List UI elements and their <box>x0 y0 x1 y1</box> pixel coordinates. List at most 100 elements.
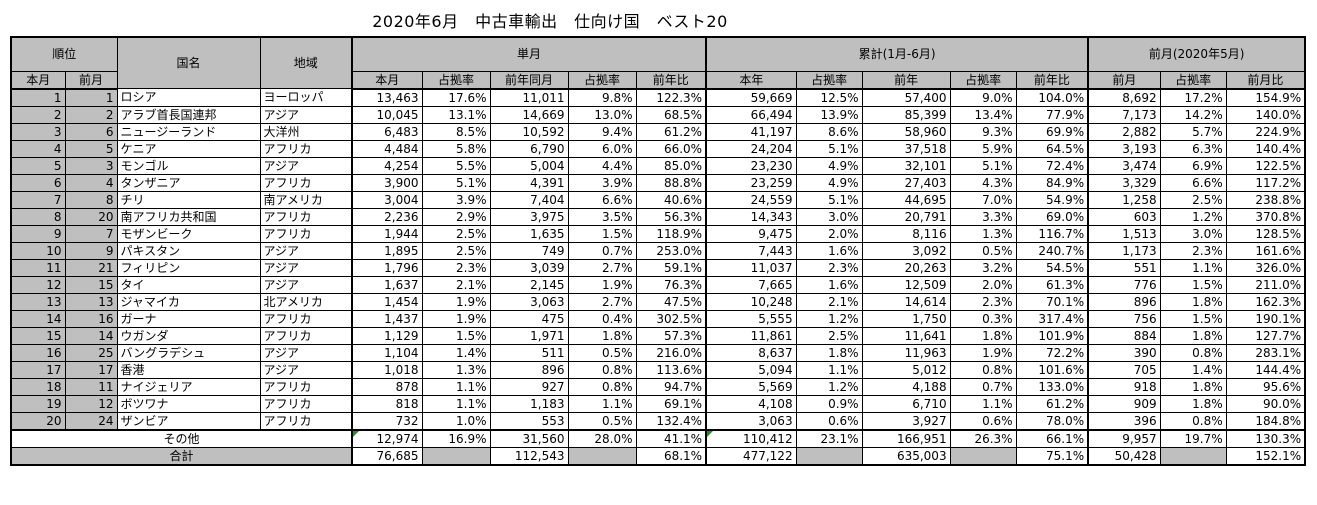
rank-prev-cell[interactable]: 7 <box>64 224 118 243</box>
monthly-this-cell[interactable]: 1,437 <box>351 309 423 328</box>
rank-prev-cell[interactable]: 13 <box>64 292 118 311</box>
monthly-share-cell[interactable]: 2.9% <box>421 207 491 226</box>
cumulative-share-cell[interactable]: 1.6% <box>795 241 863 260</box>
country-cell[interactable]: ナイジェリア <box>116 377 261 396</box>
cumulative-yoy-cell[interactable]: 77.9% <box>1015 105 1090 124</box>
prev-month-cell[interactable]: 8,692 <box>1087 88 1161 107</box>
monthly-share-cell[interactable]: 1.9% <box>421 292 491 311</box>
cumulative-share-cell[interactable]: 13.9% <box>795 105 863 124</box>
monthly-share-cell[interactable]: 17.6% <box>421 88 491 107</box>
rank-prev-cell[interactable]: 25 <box>64 343 118 362</box>
country-cell[interactable]: チリ <box>116 190 261 209</box>
region-cell[interactable]: アフリカ <box>259 139 354 158</box>
prev-month-cell[interactable]: 2,882 <box>1087 122 1161 141</box>
country-cell[interactable]: ロシア <box>116 88 261 107</box>
prev-month-cell[interactable]: 551 <box>1087 258 1161 277</box>
prev-month-ratio-cell[interactable]: 117.2% <box>1225 173 1307 192</box>
prev-month-share-cell[interactable]: 5.7% <box>1159 122 1227 141</box>
cumulative-prev-share-cell[interactable]: 1.8% <box>949 326 1017 345</box>
monthly-prev-share-cell[interactable]: 0.5% <box>567 411 637 430</box>
cumulative-yoy-cell[interactable]: 317.4% <box>1015 309 1090 328</box>
rank-this-cell[interactable]: 6 <box>10 173 66 192</box>
cumulative-this-cell[interactable]: 7,665 <box>705 275 797 294</box>
cumulative-this-cell[interactable]: 5,569 <box>705 377 797 396</box>
region-cell[interactable]: アフリカ <box>259 224 354 243</box>
monthly-prev-share-cell[interactable]: 1.8% <box>567 326 637 345</box>
cumulative-share-cell[interactable]: 2.0% <box>795 224 863 243</box>
rank-prev-cell[interactable]: 1 <box>64 88 118 107</box>
monthly-prev-share-cell[interactable]: 6.6% <box>567 190 637 209</box>
cumulative-share-cell[interactable]: 1.8% <box>795 343 863 362</box>
monthly-yoy-cell[interactable]: 253.0% <box>635 241 708 260</box>
rank-this-cell[interactable]: 20 <box>10 411 66 430</box>
prev-month-share-cell[interactable]: 1.8% <box>1159 377 1227 396</box>
region-cell[interactable]: アフリカ <box>259 411 354 430</box>
total-monthly-this-cell[interactable]: 76,685 <box>351 446 423 466</box>
monthly-prev-share-cell[interactable]: 13.0% <box>567 105 637 124</box>
monthly-this-cell[interactable]: 1,944 <box>351 224 423 243</box>
monthly-yoy-cell[interactable]: 61.2% <box>635 122 708 141</box>
monthly-this-cell[interactable]: 1,895 <box>351 241 423 260</box>
country-cell[interactable]: バングラデシュ <box>116 343 261 362</box>
cumulative-prev-share-cell[interactable]: 0.3% <box>949 309 1017 328</box>
cumulative-share-cell[interactable]: 1.2% <box>795 309 863 328</box>
monthly-share-cell[interactable]: 8.5% <box>421 122 491 141</box>
cumulative-this-cell[interactable]: 11,037 <box>705 258 797 277</box>
total-cumulative-prev-share-cell[interactable] <box>949 446 1017 466</box>
country-cell[interactable]: ウガンダ <box>116 326 261 345</box>
rank-this-cell[interactable]: 19 <box>10 394 66 413</box>
monthly-this-cell[interactable]: 818 <box>351 394 423 413</box>
rank-this-cell[interactable]: 13 <box>10 292 66 311</box>
cumulative-yoy-cell[interactable]: 64.5% <box>1015 139 1090 158</box>
prev-month-cell[interactable]: 776 <box>1087 275 1161 294</box>
other-cumulative-share-cell[interactable]: 23.1% <box>795 428 863 448</box>
prev-month-share-cell[interactable]: 1.8% <box>1159 394 1227 413</box>
prev-month-ratio-cell[interactable]: 144.4% <box>1225 360 1307 379</box>
rank-this-cell[interactable]: 15 <box>10 326 66 345</box>
total-monthly-prev-year-cell[interactable]: 112,543 <box>489 446 569 466</box>
cumulative-prev-share-cell[interactable]: 5.9% <box>949 139 1017 158</box>
prev-month-ratio-cell[interactable]: 326.0% <box>1225 258 1307 277</box>
monthly-yoy-cell[interactable]: 94.7% <box>635 377 708 396</box>
country-cell[interactable]: ザンビア <box>116 411 261 430</box>
monthly-this-cell[interactable]: 732 <box>351 411 423 430</box>
monthly-prev-share-cell[interactable]: 0.5% <box>567 343 637 362</box>
cumulative-this-cell[interactable]: 24,204 <box>705 139 797 158</box>
cumulative-prev-year-cell[interactable]: 57,400 <box>861 88 951 107</box>
total-prev-month-share-cell[interactable] <box>1159 446 1227 466</box>
prev-month-share-cell[interactable]: 0.8% <box>1159 411 1227 430</box>
region-cell[interactable]: アジア <box>259 241 354 260</box>
cumulative-this-cell[interactable]: 11,861 <box>705 326 797 345</box>
total-monthly-share-cell[interactable] <box>421 446 491 466</box>
monthly-this-cell[interactable]: 3,900 <box>351 173 423 192</box>
rank-this-cell[interactable]: 11 <box>10 258 66 277</box>
total-cumulative-yoy-cell[interactable]: 75.1% <box>1015 446 1090 466</box>
monthly-prev-year-cell[interactable]: 749 <box>489 241 569 260</box>
cumulative-yoy-cell[interactable]: 72.4% <box>1015 156 1090 175</box>
rank-this-cell[interactable]: 10 <box>10 241 66 260</box>
cumulative-prev-share-cell[interactable]: 0.8% <box>949 360 1017 379</box>
monthly-share-cell[interactable]: 1.9% <box>421 309 491 328</box>
monthly-prev-year-cell[interactable]: 511 <box>489 343 569 362</box>
cumulative-yoy-cell[interactable]: 61.3% <box>1015 275 1090 294</box>
rank-prev-cell[interactable]: 2 <box>64 105 118 124</box>
monthly-prev-share-cell[interactable]: 0.4% <box>567 309 637 328</box>
total-cumulative-prev-year-cell[interactable]: 635,003 <box>861 446 951 466</box>
cumulative-prev-share-cell[interactable]: 1.3% <box>949 224 1017 243</box>
cumulative-prev-year-cell[interactable]: 6,710 <box>861 394 951 413</box>
monthly-this-cell[interactable]: 10,045 <box>351 105 423 124</box>
cumulative-share-cell[interactable]: 8.6% <box>795 122 863 141</box>
country-cell[interactable]: タイ <box>116 275 261 294</box>
cumulative-this-cell[interactable]: 66,494 <box>705 105 797 124</box>
cumulative-share-cell[interactable]: 4.9% <box>795 173 863 192</box>
rank-prev-cell[interactable]: 12 <box>64 394 118 413</box>
cumulative-yoy-cell[interactable]: 84.9% <box>1015 173 1090 192</box>
cumulative-share-cell[interactable]: 1.1% <box>795 360 863 379</box>
cumulative-this-cell[interactable]: 3,063 <box>705 411 797 430</box>
monthly-yoy-cell[interactable]: 56.3% <box>635 207 708 226</box>
rank-this-cell[interactable]: 14 <box>10 309 66 328</box>
prev-month-cell[interactable]: 918 <box>1087 377 1161 396</box>
prev-month-cell[interactable]: 3,474 <box>1087 156 1161 175</box>
region-cell[interactable]: アフリカ <box>259 326 354 345</box>
cumulative-prev-share-cell[interactable]: 5.1% <box>949 156 1017 175</box>
